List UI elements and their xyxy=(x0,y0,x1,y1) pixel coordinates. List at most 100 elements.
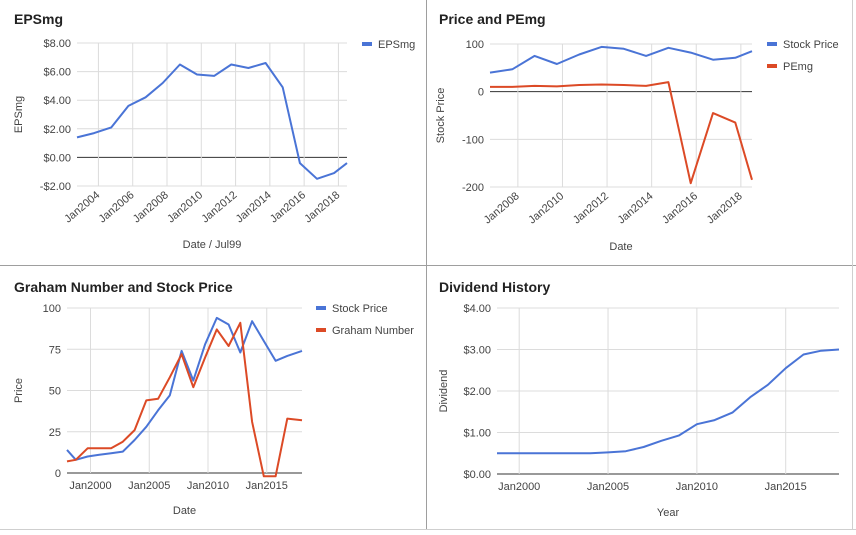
data-point xyxy=(517,451,521,455)
y-axis-label: EPSmg xyxy=(13,96,25,133)
data-point xyxy=(488,85,492,89)
data-point xyxy=(606,450,610,454)
data-point xyxy=(689,51,693,55)
data-point xyxy=(109,125,113,129)
y-tick-label: 100 xyxy=(43,303,61,315)
x-tick-label: Jan2005 xyxy=(587,481,629,493)
x-tick-label: Jan2008 xyxy=(131,189,171,225)
data-point xyxy=(126,104,130,108)
frame-bottom-edge xyxy=(0,529,856,530)
data-point xyxy=(315,177,319,181)
data-point xyxy=(298,161,302,165)
y-tick-label: $4.00 xyxy=(43,95,71,107)
x-tick-label: Jan2018 xyxy=(705,190,745,226)
y-axis-label: Stock Price xyxy=(435,88,447,144)
data-point xyxy=(659,439,663,443)
y-tick-label: 100 xyxy=(466,39,484,51)
x-tick-label: Jan2018 xyxy=(302,189,342,225)
y-tick-label: $2.00 xyxy=(43,124,71,136)
chart-panel-price-pemg: Price and PEmg -200 -100 0 100 Jan2008 Jan2010… xyxy=(427,0,852,265)
data-point xyxy=(156,397,160,401)
data-point xyxy=(488,71,492,75)
x-tick-label: Jan2000 xyxy=(498,481,540,493)
chart-title: Price and PEmg xyxy=(439,11,546,27)
data-point xyxy=(156,408,160,412)
y-tick-label: -$2.00 xyxy=(40,181,71,193)
data-point xyxy=(571,451,575,455)
y-tick-label: 0 xyxy=(478,87,484,99)
data-point xyxy=(784,366,788,370)
data-point xyxy=(695,422,699,426)
data-point xyxy=(819,349,823,353)
data-point xyxy=(644,54,648,58)
x-tick-label: Jan2010 xyxy=(676,481,718,493)
data-point xyxy=(238,351,242,355)
data-point xyxy=(588,451,592,455)
data-point xyxy=(65,448,69,452)
data-point xyxy=(644,84,648,88)
chart-title: Dividend History xyxy=(439,279,550,295)
y-tick-label: -100 xyxy=(462,134,484,146)
data-point xyxy=(766,383,770,387)
legend-label: Stock Price xyxy=(783,39,839,51)
data-point xyxy=(624,449,628,453)
data-point xyxy=(161,81,165,85)
data-point xyxy=(109,446,113,450)
legend-label: Graham Number xyxy=(332,325,414,337)
data-point xyxy=(622,47,626,51)
series-line-pemg xyxy=(490,81,753,185)
data-point xyxy=(168,375,172,379)
data-point xyxy=(133,438,137,442)
data-point xyxy=(121,440,125,444)
series-line-epsmg xyxy=(76,62,348,180)
x-tick-label: Jan2015 xyxy=(246,480,288,492)
data-point xyxy=(285,417,289,421)
data-point xyxy=(86,446,90,450)
x-tick-label: Jan2008 xyxy=(482,190,522,226)
y-tick-label: $6.00 xyxy=(43,67,71,79)
data-point xyxy=(577,83,581,87)
series-line-stock-price xyxy=(66,316,303,461)
data-point xyxy=(837,348,841,352)
data-point xyxy=(227,323,231,327)
panel-divider-horizontal xyxy=(0,265,856,266)
dividend-chart: Dividend History $0.00 $1.00 $2.00 $3.00 $4.0… xyxy=(438,279,841,519)
x-tick-label: Jan2012 xyxy=(571,190,611,226)
x-tick-label: Jan2012 xyxy=(199,189,239,225)
data-point xyxy=(191,385,195,389)
data-point xyxy=(677,433,681,437)
data-point xyxy=(642,445,646,449)
data-point xyxy=(203,356,207,360)
data-point xyxy=(178,63,182,67)
chart-title: Graham Number and Stock Price xyxy=(14,279,233,295)
data-point xyxy=(666,46,670,50)
data-point xyxy=(733,121,737,125)
data-point xyxy=(250,420,254,424)
data-point xyxy=(215,316,219,320)
data-point xyxy=(750,49,754,53)
legend-swatch xyxy=(316,306,326,310)
data-point xyxy=(533,84,537,88)
data-point xyxy=(555,84,559,88)
chart-panel-dividend: Dividend History $0.00 $1.00 $2.00 $3.00 $4.0… xyxy=(427,266,852,529)
data-point xyxy=(748,395,752,399)
price-pemg-chart: Price and PEmg -200 -100 0 100 Jan2008 Jan2010… xyxy=(435,11,839,253)
data-point xyxy=(622,83,626,87)
data-point xyxy=(495,451,499,455)
data-point xyxy=(733,56,737,60)
data-point xyxy=(600,83,604,87)
data-point xyxy=(250,319,254,323)
y-tick-label: $0.00 xyxy=(43,152,71,164)
data-point xyxy=(86,455,90,459)
data-point xyxy=(97,453,101,457)
chart-panel-graham: Graham Number and Stock Price 0 25 50 75 100 J… xyxy=(0,266,426,529)
data-point xyxy=(713,418,717,422)
data-point xyxy=(332,171,336,175)
data-point xyxy=(600,45,604,49)
x-axis-label: Date xyxy=(173,505,196,517)
x-tick-label: Jan2010 xyxy=(526,190,566,226)
x-tick-label: Jan2014 xyxy=(616,190,656,226)
x-tick-label: Jan2016 xyxy=(660,190,700,226)
legend-swatch xyxy=(767,64,777,68)
